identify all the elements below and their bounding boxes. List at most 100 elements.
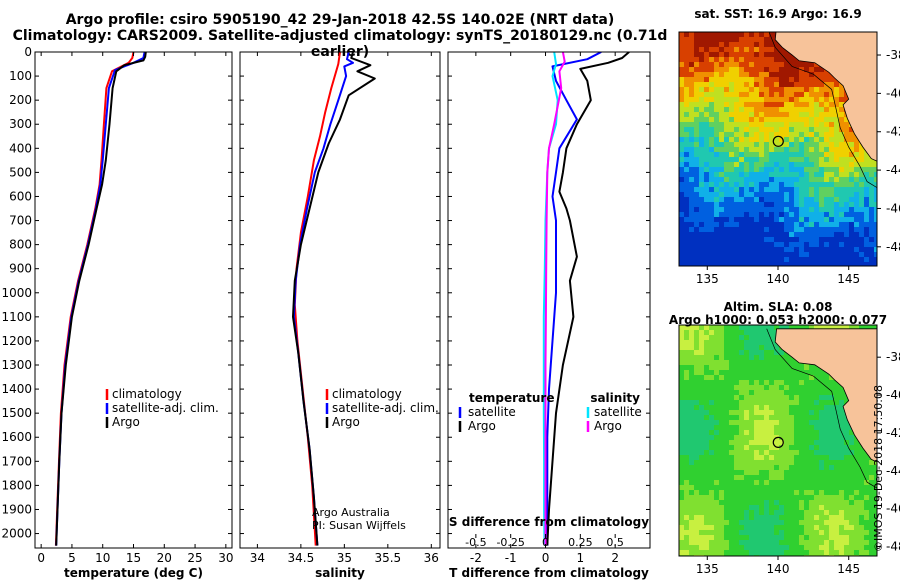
map-cell bbox=[754, 345, 760, 351]
map-cell bbox=[784, 390, 790, 396]
map-cell bbox=[709, 257, 715, 263]
map-cell bbox=[769, 107, 775, 113]
map-cell bbox=[799, 405, 805, 411]
map-cell bbox=[694, 127, 700, 133]
map-cell bbox=[804, 117, 810, 123]
map-cell bbox=[799, 257, 805, 263]
map-cell bbox=[749, 345, 755, 351]
map-cell bbox=[739, 420, 745, 426]
map-cell bbox=[699, 87, 705, 93]
map-cell bbox=[759, 490, 765, 496]
map-cell bbox=[764, 32, 770, 38]
map-cell bbox=[774, 52, 780, 58]
map-cell bbox=[844, 172, 850, 178]
map-cell bbox=[844, 540, 850, 546]
map-cell bbox=[849, 262, 855, 266]
map-cell bbox=[784, 57, 790, 63]
map-cell bbox=[684, 262, 690, 266]
map-cell bbox=[824, 535, 830, 541]
map-cell bbox=[734, 162, 740, 168]
temperature-series-1 bbox=[55, 52, 146, 546]
map-cell bbox=[849, 495, 855, 501]
map-cell bbox=[824, 152, 830, 158]
map-cell bbox=[764, 157, 770, 163]
map-cell bbox=[704, 227, 710, 233]
map-cell bbox=[744, 470, 750, 476]
map-cell bbox=[724, 202, 730, 208]
map-cell bbox=[814, 192, 820, 198]
map-cell bbox=[684, 480, 690, 486]
map-cell bbox=[734, 510, 740, 516]
map-cell bbox=[694, 495, 700, 501]
map-cell bbox=[744, 202, 750, 208]
map-cell bbox=[679, 410, 685, 416]
map-cell bbox=[769, 112, 775, 118]
map-cell bbox=[734, 455, 740, 461]
map-cell bbox=[719, 187, 725, 193]
map-cell bbox=[824, 425, 830, 431]
map-cell bbox=[709, 132, 715, 138]
map-cell bbox=[789, 72, 795, 78]
map-cell bbox=[809, 102, 815, 108]
map-cell bbox=[779, 405, 785, 411]
map-cell bbox=[739, 192, 745, 198]
map-cell bbox=[684, 87, 690, 93]
map-cell bbox=[679, 182, 685, 188]
map-cell bbox=[764, 360, 770, 366]
map-cell bbox=[764, 385, 770, 391]
map-cell bbox=[769, 350, 775, 356]
map-cell bbox=[739, 147, 745, 153]
map-cell bbox=[809, 72, 815, 78]
map-cell bbox=[854, 465, 860, 471]
map-cell bbox=[744, 187, 750, 193]
map-cell bbox=[679, 202, 685, 208]
map-cell bbox=[829, 187, 835, 193]
map-cell bbox=[719, 535, 725, 541]
map-cell bbox=[779, 415, 785, 421]
map-cell bbox=[739, 72, 745, 78]
map-cell bbox=[789, 380, 795, 386]
map-cell bbox=[849, 535, 855, 541]
map-cell bbox=[809, 157, 815, 163]
map-cell bbox=[779, 475, 785, 481]
map-cell bbox=[729, 37, 735, 43]
map-cell bbox=[809, 122, 815, 128]
map-cell bbox=[749, 62, 755, 68]
map-cell bbox=[724, 262, 730, 266]
map-cell bbox=[854, 252, 860, 258]
map-cell bbox=[799, 222, 805, 228]
map-cell bbox=[679, 510, 685, 516]
map-cell bbox=[679, 490, 685, 496]
map-cell bbox=[744, 510, 750, 516]
map-cell bbox=[794, 247, 800, 253]
y-tick-label: 1900 bbox=[1, 502, 32, 516]
map-cell bbox=[724, 132, 730, 138]
map-cell bbox=[739, 460, 745, 466]
map-cell bbox=[789, 515, 795, 521]
map-cell bbox=[839, 187, 845, 193]
map-cell bbox=[709, 390, 715, 396]
map-cell bbox=[814, 495, 820, 501]
map-cell bbox=[704, 550, 710, 556]
map-cell bbox=[819, 157, 825, 163]
map-cell bbox=[739, 42, 745, 48]
map-cell bbox=[684, 162, 690, 168]
map-cell bbox=[699, 515, 705, 521]
map-cell bbox=[749, 510, 755, 516]
map-cell bbox=[854, 232, 860, 238]
map-cell bbox=[759, 485, 765, 491]
map-cell bbox=[699, 42, 705, 48]
map-cell bbox=[779, 247, 785, 253]
map-cell bbox=[814, 207, 820, 213]
map-cell bbox=[744, 365, 750, 371]
x-tick-label: 10 bbox=[95, 551, 110, 565]
map-cell bbox=[719, 72, 725, 78]
map-cell bbox=[809, 77, 815, 83]
map-cell bbox=[859, 325, 865, 331]
map-cell bbox=[829, 167, 835, 173]
map-cell bbox=[699, 62, 705, 68]
y-tick-label: 200 bbox=[9, 93, 32, 107]
map-cell bbox=[824, 242, 830, 248]
map-cell bbox=[784, 450, 790, 456]
map-cell bbox=[834, 510, 840, 516]
